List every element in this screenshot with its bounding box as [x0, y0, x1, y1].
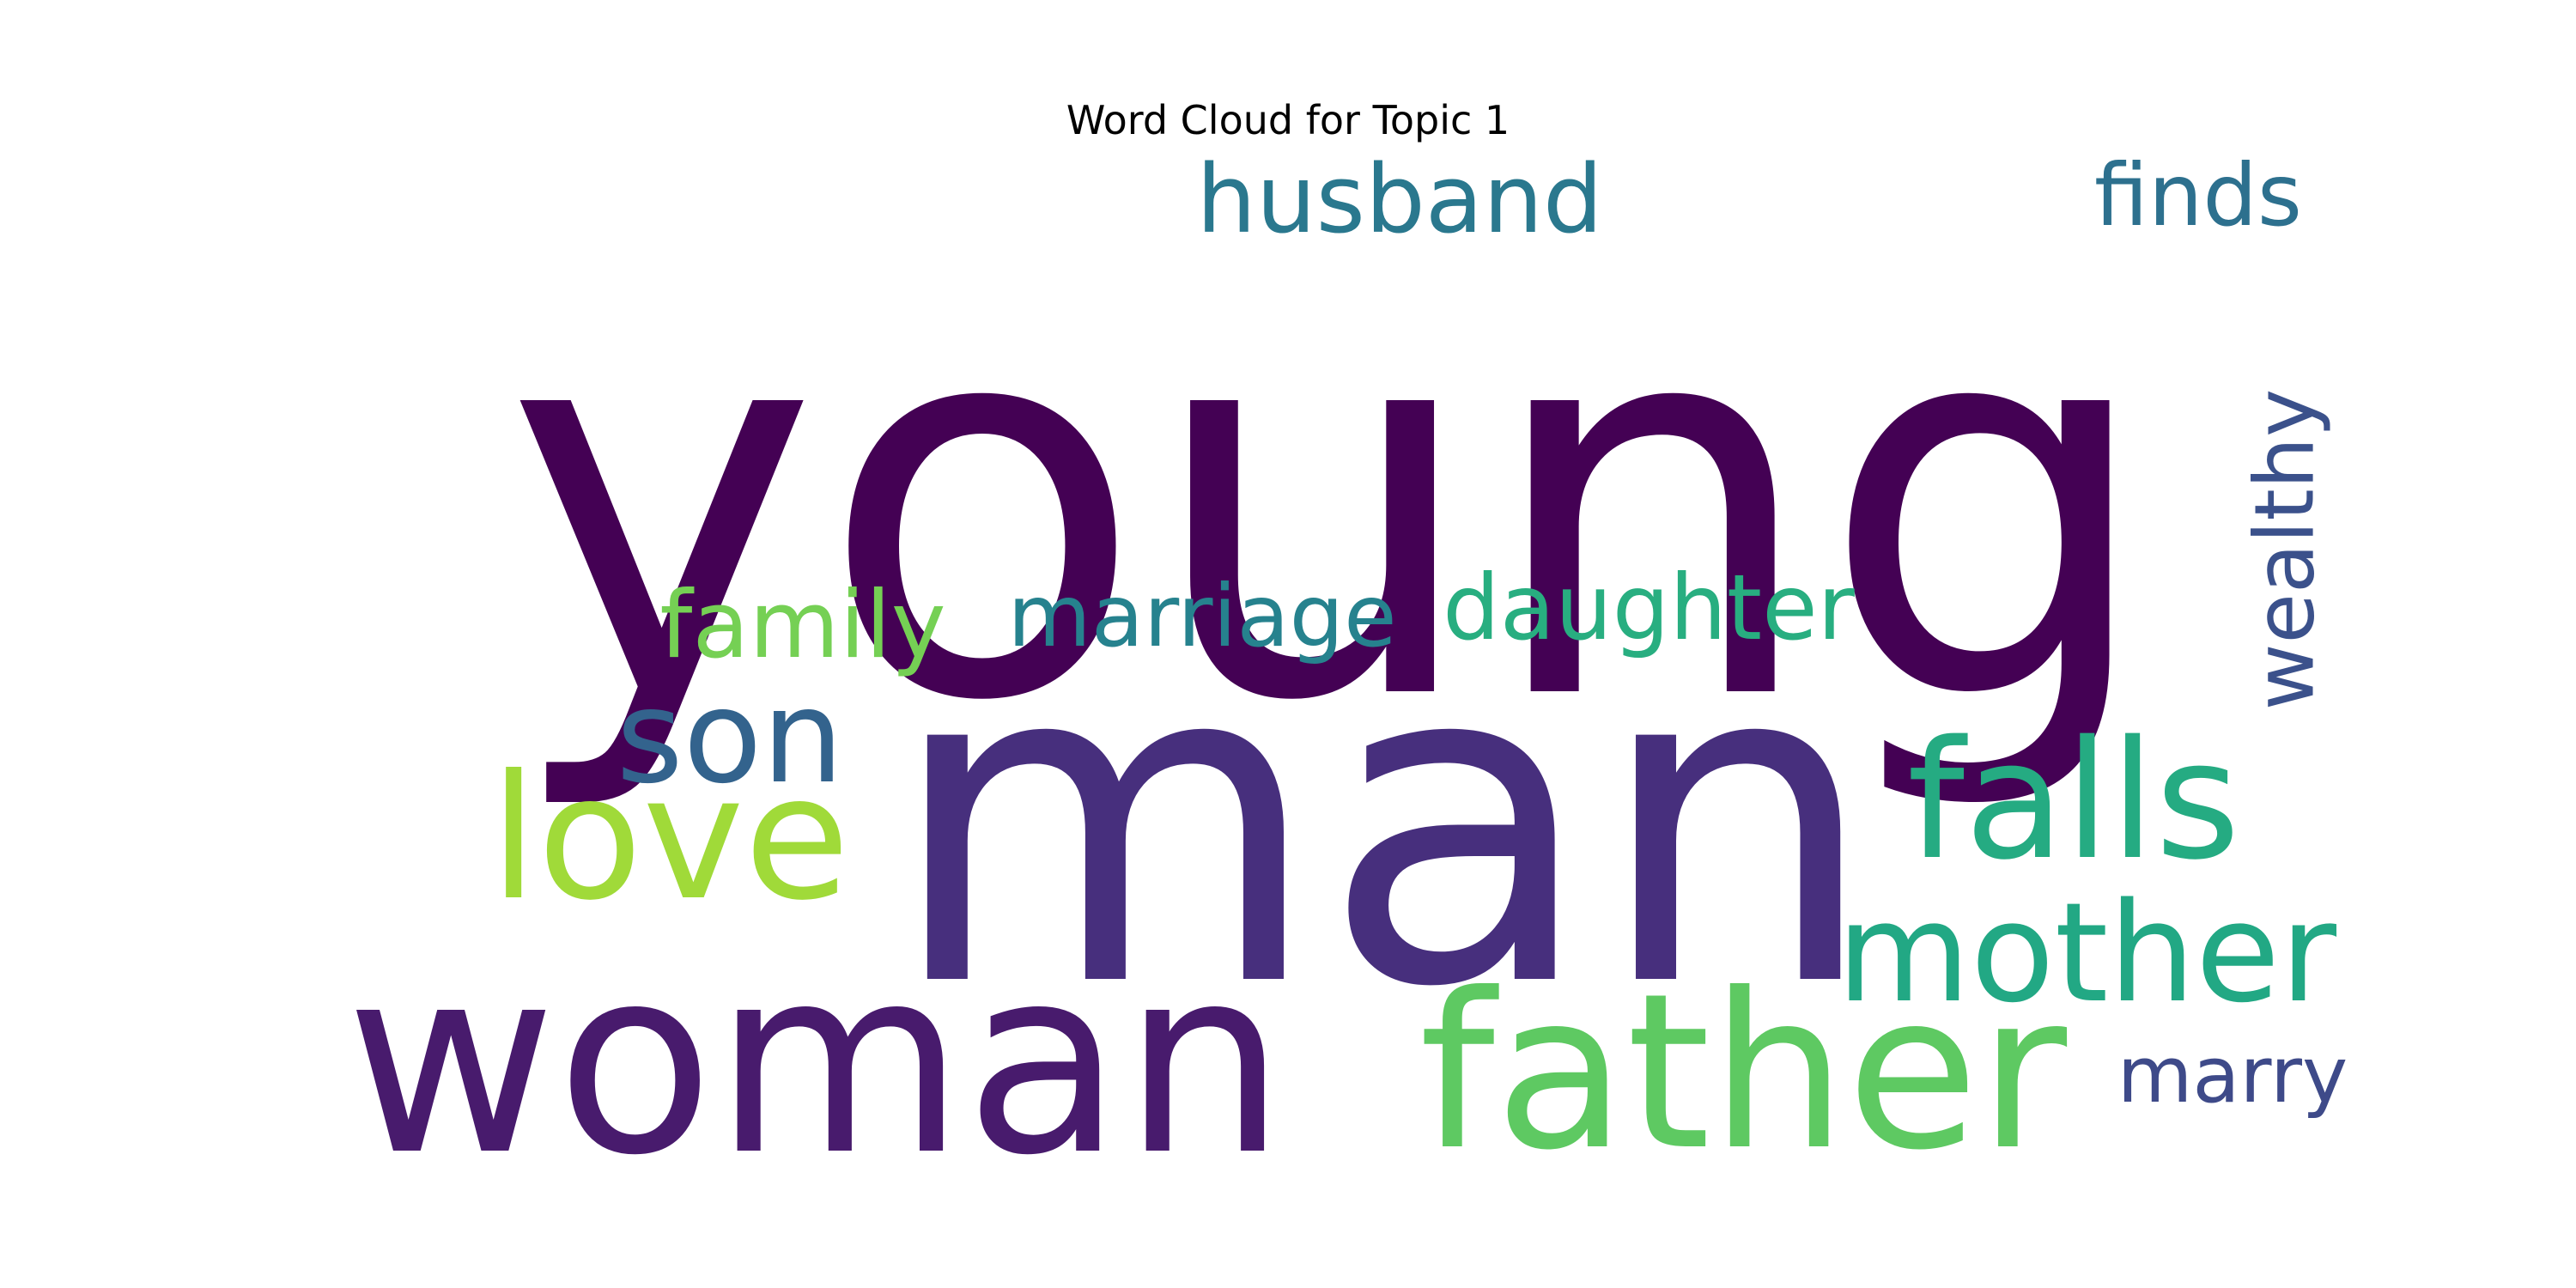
word-young: young	[504, 198, 2158, 817]
chart-title: Word Cloud for Topic 1	[1066, 97, 1510, 143]
word-daughter: daughter	[1443, 556, 1856, 660]
word-wealthy: wealthy	[2238, 389, 2332, 710]
word-son: son	[617, 663, 844, 812]
word-falls: falls	[1907, 706, 2240, 896]
word-father: father	[1419, 947, 2067, 1197]
word-husband: husband	[1196, 144, 1603, 254]
word-love: love	[489, 738, 849, 939]
word-marry: marry	[2117, 1030, 2348, 1121]
word-finds: finds	[2094, 145, 2302, 246]
word-marriage: marriage	[1007, 566, 1396, 666]
word-mother: mother	[1837, 872, 2336, 1033]
word-family: family	[659, 572, 945, 679]
word-woman: woman	[345, 912, 1285, 1212]
word-man: man	[887, 564, 1879, 1084]
